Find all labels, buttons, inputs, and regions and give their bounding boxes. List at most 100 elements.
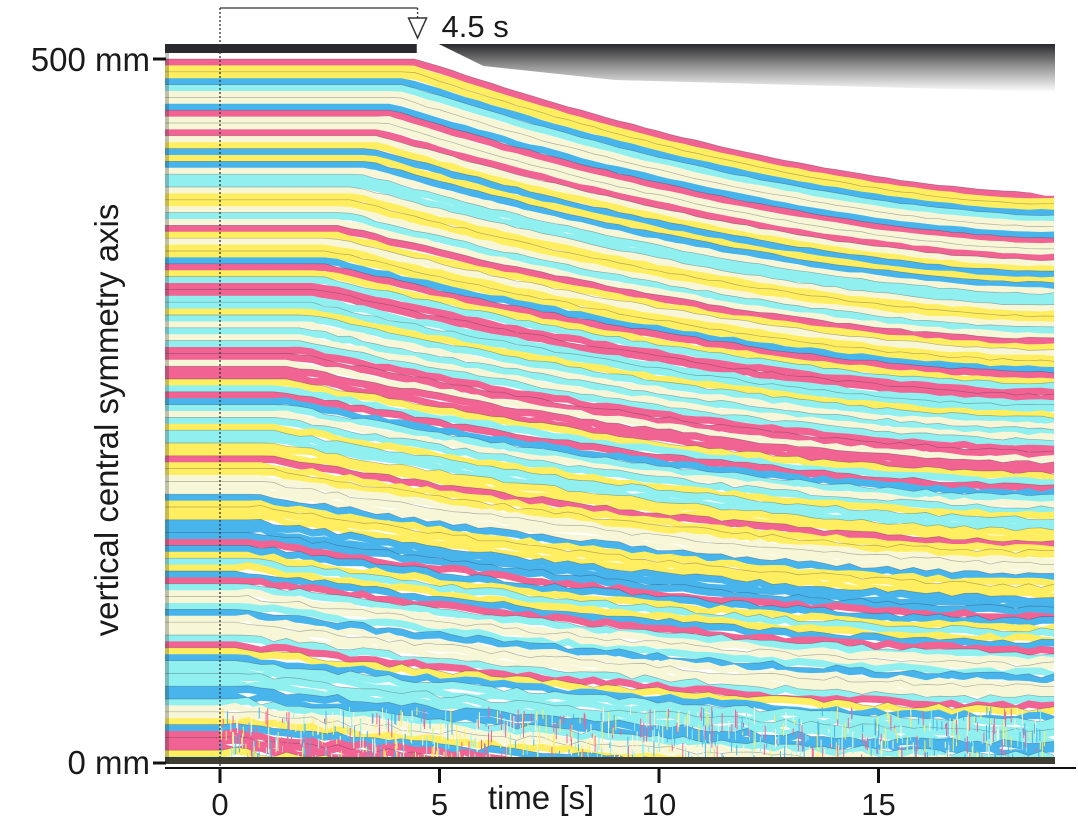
band-layer [165,588,1055,667]
band-layer [165,346,1055,453]
band-layer [165,609,1055,685]
band-layer [165,142,1055,274]
band-layer [165,206,1055,329]
band-separator [165,685,1055,745]
band-separator [165,314,1055,419]
band-separator [165,429,1055,521]
x-tick-label: 5 [431,787,448,822]
band-layer [165,148,1055,279]
plot-area [165,44,1055,764]
band-separator [165,504,1055,588]
band-layer [165,430,1055,527]
band-layer [165,545,1055,628]
band-separator [165,391,1055,486]
band-layer [165,571,1055,651]
onset-annotation: 4.5 s [219,7,509,770]
band-layer [165,641,1055,713]
band-separator [165,583,1055,656]
band-separator [165,696,1055,756]
band-layer [165,635,1055,707]
band-layer [165,251,1055,369]
band-layer [165,595,1055,674]
band-separator [165,340,1055,442]
band-separator [165,148,1055,272]
band-separator [165,237,1055,351]
y-axis: 500 mm 0 mm vertical central symmetry ax… [31,41,166,781]
band-layer [165,443,1055,539]
band-layer [165,180,1055,308]
x-tick-label: 0 [211,787,228,822]
band-layer [165,524,1055,612]
annotation-arrow-icon [407,17,428,40]
band-separator [165,595,1055,667]
band-layer [165,129,1055,262]
band-layer [165,622,1055,695]
band-layers [165,58,1055,764]
left-edge-shade [165,44,169,763]
band-separator [165,353,1055,453]
band-layer [165,603,1055,680]
band-separator [165,135,1055,261]
band-layer [165,647,1055,719]
band-layer [165,551,1055,635]
band-layer [165,711,1055,764]
band-separator [165,225,1055,339]
x-axis: 0 5 10 15 time [s] [165,767,1076,822]
band-layer [165,315,1055,426]
band-layer [165,308,1055,421]
above-surface-shadow [438,44,1055,92]
band-separator [165,71,1055,205]
band-layer [165,135,1055,268]
band-layer [165,199,1055,324]
band-layer [165,562,1055,645]
band-layer [165,449,1055,544]
band-separator [165,455,1055,543]
band-separator [165,634,1055,700]
band-separator [165,186,1055,306]
band-separator [165,250,1055,362]
top-dark-strip [165,44,417,53]
band-layer [165,123,1055,257]
band-separator [165,557,1055,633]
band-separator [165,84,1055,216]
band-layer [165,475,1055,567]
band-layer [165,539,1055,622]
band-separator [165,378,1055,475]
y-axis-title: vertical central symmetry axis [88,204,125,637]
band-layer [165,614,1055,691]
band-layer [165,628,1055,701]
band-layer [165,423,1055,520]
band-layer [165,532,1055,616]
band-separator [165,532,1055,609]
band-separator [165,493,1055,576]
band-layer [165,512,1055,600]
band-layer [165,468,1055,561]
band-layer [165,167,1055,297]
band-layer [165,519,1055,606]
band-layer [165,116,1055,251]
band-separator [165,276,1055,385]
y-tick-label-top: 500 mm [31,41,150,78]
band-layer [165,283,1055,397]
band-separator [165,404,1055,497]
band-separator [165,481,1055,565]
band-layer [165,372,1055,475]
x-tick-label: 10 [642,787,676,822]
band-layer [165,702,1055,764]
band-layer [165,717,1055,764]
band-layer [165,505,1055,595]
band-layer [165,500,1055,588]
band-separator [165,468,1055,554]
y-tick-label-bottom: 0 mm [68,744,151,781]
band-separator [165,199,1055,318]
band-separator [165,109,1055,239]
band-separator [165,609,1055,679]
band-layer [165,161,1055,290]
band-layer [165,455,1055,549]
band-layer [165,410,1055,509]
band-layer [165,736,1051,764]
band-layer [165,692,1055,758]
band-separator [165,301,1055,406]
band-separator [165,442,1055,532]
